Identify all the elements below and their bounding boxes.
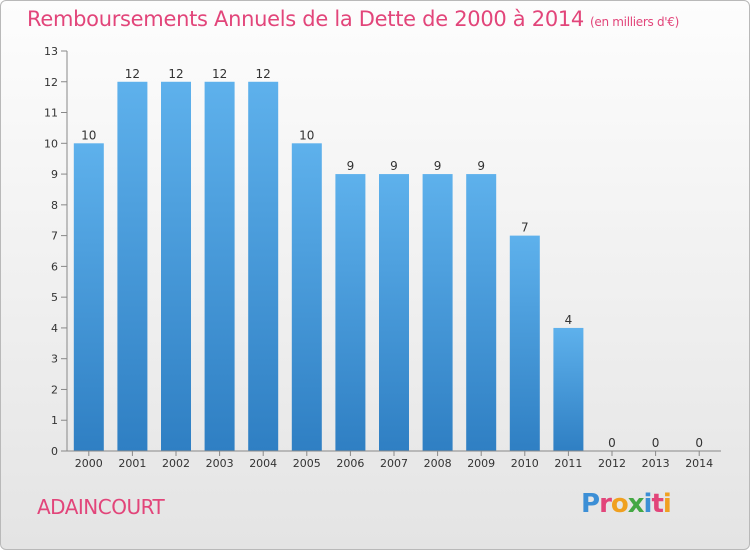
x-tick-label: 2000 <box>75 457 103 470</box>
bar-value-label: 10 <box>299 128 314 142</box>
commune-name: ADAINCOURT <box>37 495 165 519</box>
bar-2000 <box>73 143 104 452</box>
bar-value-label: 9 <box>477 159 485 173</box>
y-tick-label: 3 <box>51 353 58 366</box>
x-tick-label: 2008 <box>424 457 452 470</box>
bar-2010 <box>509 235 540 451</box>
bar-value-label: 4 <box>565 313 573 327</box>
x-axis: 2000 2001 2002 2003 2004 2005 2006 2007 2008 2009… <box>67 450 721 470</box>
y-tick-label: 11 <box>44 107 58 120</box>
bar-value-label: 12 <box>125 67 140 81</box>
proxiti-logo: Proxiti <box>581 489 672 519</box>
bar-value-label: 12 <box>168 67 183 81</box>
bar-value-label: 7 <box>521 221 529 235</box>
logo-letter: r <box>599 489 612 519</box>
bar-2003 <box>204 81 235 452</box>
bar-value-label: 0 <box>608 436 616 450</box>
logo-letter: x <box>627 489 645 519</box>
x-tick-label: 2007 <box>380 457 408 470</box>
chart-subtitle: (en milliers d'€) <box>590 15 680 29</box>
x-tick-label: 2009 <box>467 457 495 470</box>
chart-title: Remboursements Annuels de la Dette de 20… <box>27 7 679 31</box>
bar-2005 <box>291 143 322 452</box>
x-tick-label: 2006 <box>336 457 364 470</box>
bar-value-label: 9 <box>434 159 442 173</box>
bar-2001 <box>117 81 148 452</box>
y-tick-label: 0 <box>51 445 58 458</box>
x-tick-label: 2002 <box>162 457 190 470</box>
y-tick-label: 8 <box>51 199 58 212</box>
y-tick-label: 2 <box>51 383 58 396</box>
y-tick-label: 6 <box>51 260 58 273</box>
y-tick-label: 4 <box>51 322 58 335</box>
bar-value-label: 0 <box>652 436 660 450</box>
bar-value-label: 10 <box>81 128 96 142</box>
x-tick-label: 2001 <box>118 457 146 470</box>
x-tick-label: 2012 <box>598 457 626 470</box>
y-tick-label: 13 <box>44 45 58 58</box>
chart-title-text: Remboursements Annuels de la Dette de 20… <box>27 7 584 31</box>
bar-2011 <box>553 327 584 451</box>
bar-value-label: 12 <box>212 67 227 81</box>
logo-letter: P <box>581 489 600 519</box>
y-tick-label: 7 <box>51 230 58 243</box>
x-tick-label: 2010 <box>511 457 539 470</box>
x-tick-label: 2013 <box>642 457 670 470</box>
y-tick-label: 5 <box>51 291 58 304</box>
x-tick-label: 2014 <box>685 457 713 470</box>
x-tick-label: 2005 <box>293 457 321 470</box>
x-tick-label: 2003 <box>206 457 234 470</box>
bar-2004 <box>248 81 279 452</box>
logo-letter: i <box>662 489 672 519</box>
bar-value-label: 9 <box>390 159 398 173</box>
y-tick-label: 1 <box>51 414 58 427</box>
bars-group: 10 12 12 12 12 10 9 9 9 9 7 4 0 0 0 <box>73 67 703 452</box>
x-tick-label: 2004 <box>249 457 277 470</box>
logo-letter: o <box>610 489 629 519</box>
y-tick-label: 9 <box>51 168 58 181</box>
x-tick-label: 2011 <box>554 457 582 470</box>
logo-letter: t <box>651 489 663 519</box>
bar-2002 <box>161 81 191 452</box>
bar-value-label: 12 <box>256 67 271 81</box>
bar-2007 <box>379 174 409 452</box>
logo-letter: i <box>643 489 653 519</box>
bar-2009 <box>466 174 497 452</box>
bar-2006 <box>335 174 366 452</box>
bar-value-label: 9 <box>347 159 355 173</box>
bar-2008 <box>422 174 453 452</box>
bar-value-label: 0 <box>695 436 703 450</box>
y-tick-label: 12 <box>44 76 58 89</box>
y-tick-label: 10 <box>44 137 58 150</box>
